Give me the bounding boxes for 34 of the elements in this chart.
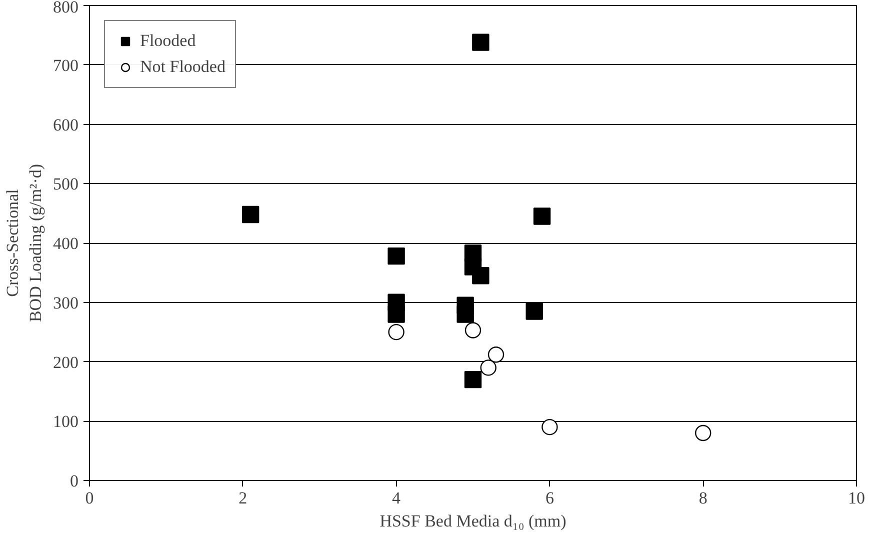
- x-tick-label: 10: [848, 488, 865, 508]
- point: [542, 418, 558, 436]
- y-tick-label: 700: [53, 56, 78, 75]
- point: [695, 424, 712, 442]
- point: [526, 302, 543, 320]
- x-tick-label: 0: [85, 488, 94, 508]
- point: [472, 34, 490, 51]
- x-tick-label: 6: [545, 488, 554, 508]
- point: [480, 360, 496, 376]
- point: [456, 306, 474, 323]
- x-tick-label: 8: [698, 488, 708, 508]
- y-tick-label: 800: [53, 0, 78, 16]
- point: [533, 208, 551, 225]
- point: [242, 206, 260, 224]
- y-axis-title: Cross-Sectional BOD Loading (g/m²·d): [3, 164, 45, 322]
- x-tick-label: 2: [238, 488, 248, 508]
- point: [388, 306, 405, 323]
- legend-label: Not Flooded: [140, 57, 226, 77]
- point: [472, 267, 490, 284]
- x-axis-title: HSSF Bed Media d₁₀ (mm): [380, 512, 566, 530]
- legend-label: Flooded: [140, 31, 196, 51]
- y-tick-label: 500: [53, 174, 78, 194]
- y-tick-label: 200: [53, 352, 78, 372]
- y-tick-label: 0: [70, 472, 78, 490]
- point: [388, 324, 404, 340]
- point: [464, 370, 482, 388]
- point: [388, 247, 405, 265]
- y-tick-label: 600: [53, 115, 78, 134]
- point: [488, 346, 504, 363]
- y-tick-label: 100: [53, 412, 78, 432]
- y-tick-label: 300: [53, 293, 78, 312]
- x-tick-label: 4: [392, 488, 402, 508]
- point: [464, 322, 482, 338]
- y-tick-label: 400: [53, 234, 78, 253]
